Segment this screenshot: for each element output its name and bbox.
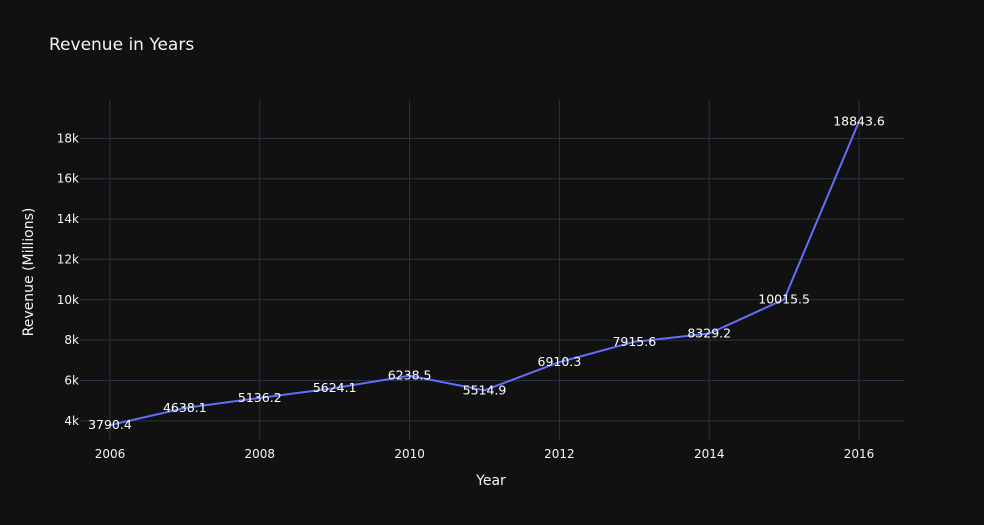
y-tick-label: 14k — [57, 212, 79, 226]
x-tick-label: 2010 — [394, 447, 425, 461]
data-label: 6910.3 — [538, 354, 582, 369]
y-tick-label: 18k — [57, 131, 79, 145]
x-tick-label: 2008 — [245, 447, 276, 461]
data-label: 10015.5 — [758, 291, 810, 306]
x-tick-label: 2016 — [844, 447, 875, 461]
chart-title: Revenue in Years — [49, 35, 194, 55]
data-label: 8329.2 — [687, 325, 731, 340]
series-layer — [109, 120, 861, 427]
y-axis-title: Revenue (Millions) — [21, 208, 37, 337]
data-label: 3790.4 — [88, 417, 132, 432]
y-tick-label: 8k — [64, 333, 79, 347]
data-label: 7915.6 — [612, 334, 656, 349]
y-tick-label: 12k — [57, 252, 79, 266]
data-label-layer: 3790.4 4638.1 5136.2 5624.1 6238.5 5514.9 6910… — [88, 113, 885, 432]
y-tick-label: 4k — [64, 414, 79, 428]
y-tick-label: 6k — [64, 373, 79, 387]
data-label: 5624.1 — [313, 380, 357, 395]
data-label: 18843.6 — [833, 113, 885, 128]
revenue-line — [109, 120, 861, 427]
y-tick-layer: 4k 6k 8k 10k 12k 14k 16k 18k — [57, 131, 79, 427]
data-label: 4638.1 — [163, 400, 207, 415]
x-tick-layer: 2006 2008 2010 2012 2014 2016 — [95, 447, 875, 461]
grid-layer — [80, 100, 904, 440]
data-label: 5514.9 — [463, 382, 507, 397]
x-tick-label: 2012 — [544, 447, 575, 461]
x-tick-label: 2006 — [95, 447, 126, 461]
y-tick-label: 10k — [57, 293, 79, 307]
data-label: 6238.5 — [388, 368, 432, 383]
x-tick-label: 2014 — [694, 447, 725, 461]
data-label: 5136.2 — [238, 390, 282, 405]
x-axis-title: Year — [475, 473, 506, 489]
y-tick-label: 16k — [57, 172, 79, 186]
